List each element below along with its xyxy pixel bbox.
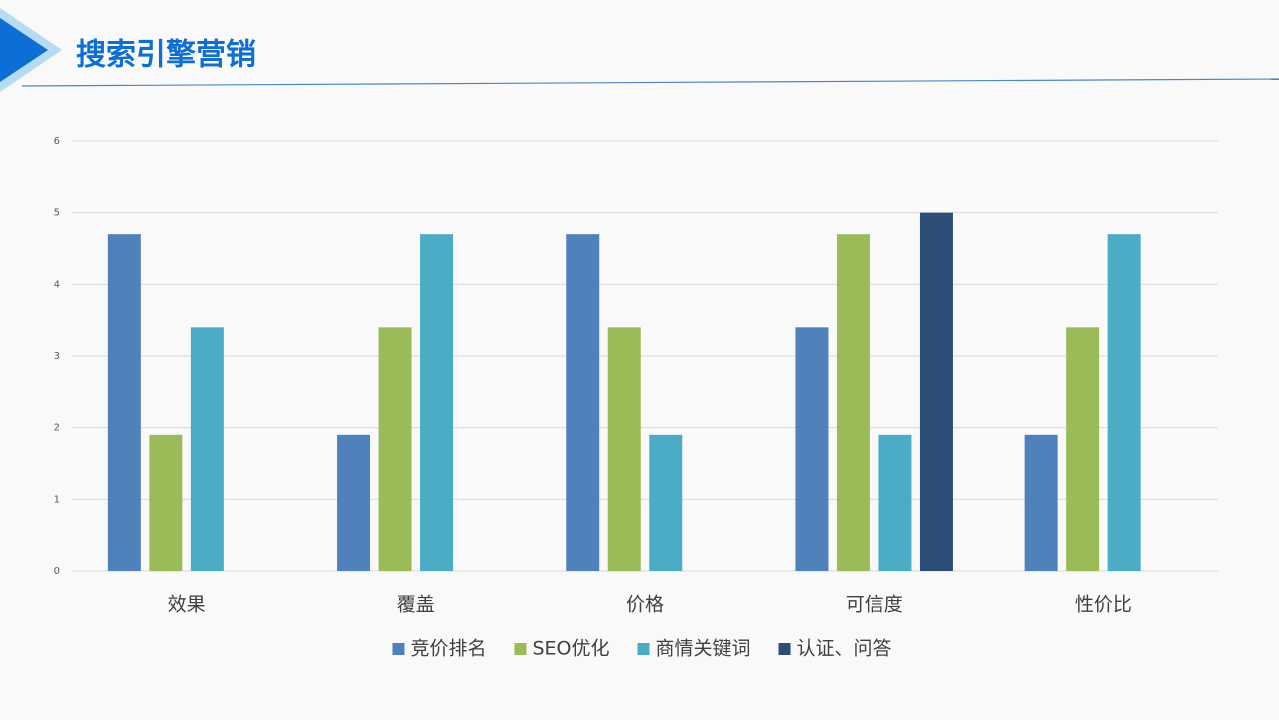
- bar: [1107, 234, 1141, 571]
- bar: [149, 434, 183, 571]
- header-rule: [21, 78, 1279, 87]
- legend-label: 竞价排名: [410, 638, 486, 660]
- bar: [795, 327, 829, 571]
- x-tick-label: 性价比: [1075, 594, 1132, 616]
- y-tick-label: 6: [54, 136, 60, 147]
- bar: [420, 234, 454, 571]
- bar: [1024, 434, 1058, 571]
- y-tick-label: 4: [54, 279, 60, 290]
- x-tick-label: 效果: [168, 594, 206, 616]
- x-tick-label: 价格: [626, 594, 664, 616]
- y-tick-label: 3: [54, 351, 60, 362]
- bar: [337, 434, 371, 571]
- y-tick-label: 2: [54, 423, 60, 434]
- y-tick-label: 1: [54, 494, 60, 505]
- legend-swatch: [778, 643, 791, 655]
- bar: [919, 212, 953, 571]
- bar: [190, 327, 224, 571]
- legend-label: 认证、问答: [797, 638, 892, 660]
- bar: [878, 434, 912, 571]
- legend-label: 商情关键词: [656, 638, 751, 660]
- bar: [566, 234, 600, 571]
- bar: [649, 434, 683, 571]
- x-tick-label: 可信度: [846, 594, 903, 616]
- legend-swatch: [637, 643, 650, 655]
- x-tick-label: 覆盖: [397, 594, 435, 616]
- header-shape: [0, 18, 48, 82]
- slide-title: 搜索引擎营销: [76, 38, 256, 73]
- bar: [378, 327, 412, 571]
- bar: [836, 234, 870, 571]
- legend-swatch: [392, 643, 405, 655]
- y-tick-label: 0: [54, 566, 60, 577]
- y-tick-label: 5: [54, 208, 60, 219]
- legend-label: SEO优化: [532, 638, 609, 660]
- bar: [107, 234, 141, 571]
- bar: [607, 327, 641, 571]
- legend-swatch: [514, 643, 527, 655]
- bar: [1066, 327, 1100, 571]
